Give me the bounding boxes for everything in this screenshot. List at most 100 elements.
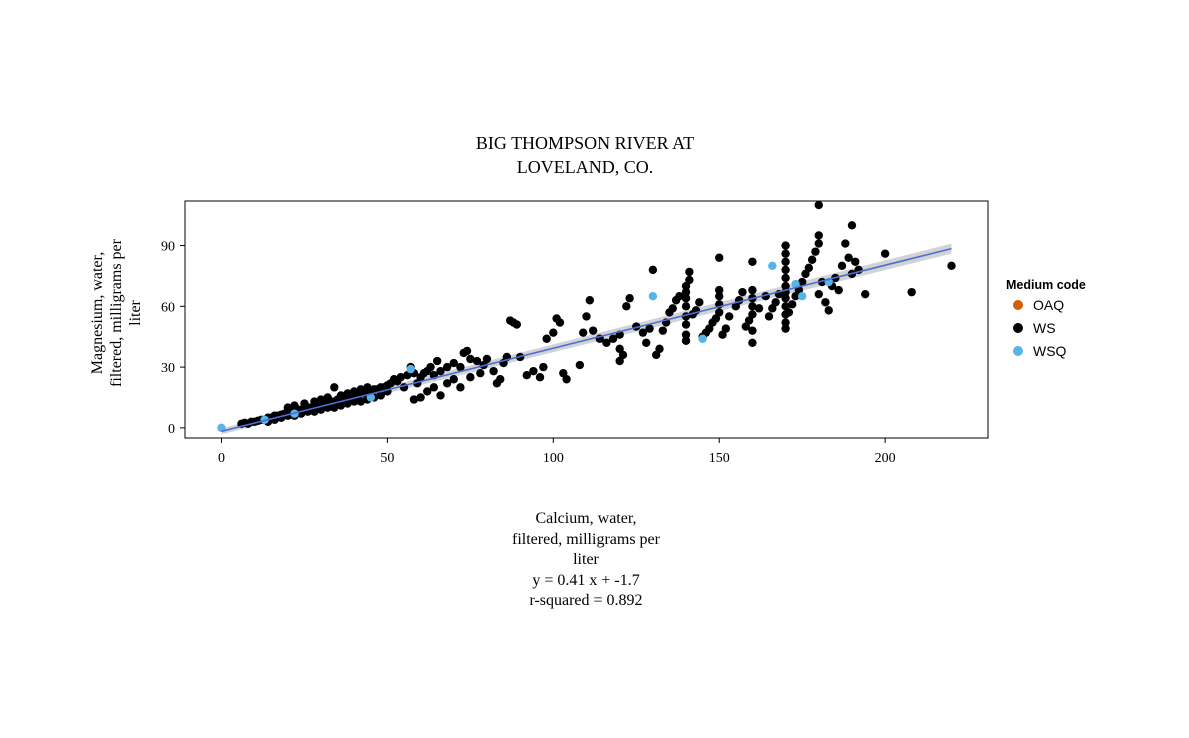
y-tick-label: 30 <box>161 361 175 376</box>
point-ws <box>685 267 694 277</box>
point-ws <box>834 285 843 295</box>
point-ws <box>645 324 654 333</box>
point-ws <box>310 397 319 406</box>
point-ws <box>754 304 764 313</box>
y-axis-label-line-2: filtered, milligrams per <box>108 238 125 387</box>
point-ws <box>724 312 734 321</box>
point-ws <box>290 401 299 410</box>
point-ws <box>436 366 445 376</box>
point-ws <box>655 344 664 354</box>
point-ws <box>449 358 458 368</box>
point-ws <box>323 393 332 402</box>
point-ws <box>482 354 492 364</box>
y-tick-label: 0 <box>168 422 175 437</box>
point-ws <box>618 350 628 360</box>
point-wsq <box>797 292 807 301</box>
point-ws <box>807 255 817 264</box>
point-ws <box>784 308 794 317</box>
legend-label-wsq: WSQ <box>1033 343 1067 359</box>
point-ws <box>456 362 465 372</box>
point-ws <box>715 253 724 262</box>
point-ws <box>841 239 850 248</box>
y-tick-label: 60 <box>161 300 175 315</box>
point-ws <box>668 304 677 313</box>
legend-swatch-ws <box>1013 323 1023 333</box>
point-ws <box>821 298 830 307</box>
point-wsq <box>768 261 777 271</box>
point-ws <box>658 326 668 335</box>
legend-title: Medium code <box>1006 278 1086 292</box>
point-ws <box>456 383 465 392</box>
point-ws <box>356 397 366 406</box>
point-ws <box>426 362 435 372</box>
regression-line <box>221 247 952 433</box>
point-ws <box>695 298 704 307</box>
x-axis-label-line-1: Calcium, water, <box>535 510 636 527</box>
x-tick-label: 150 <box>709 451 730 466</box>
point-ws <box>363 383 372 392</box>
point-ws <box>350 387 359 396</box>
point-ws <box>300 399 309 408</box>
point-ws <box>824 306 833 315</box>
legend-swatch-oaq <box>1013 300 1023 310</box>
x-axis-label-line-2: filtered, milligrams per <box>512 531 661 548</box>
point-ws <box>330 383 339 392</box>
point-ws <box>861 289 870 299</box>
point-ws <box>685 275 694 285</box>
point-ws <box>409 395 419 404</box>
point-ws <box>535 373 545 382</box>
chart-title-line-1: BIG THOMPSON RIVER AT <box>476 133 694 153</box>
point-ws <box>781 249 790 258</box>
plot-area <box>184 200 989 439</box>
point-ws <box>466 373 475 382</box>
point-ws <box>781 265 790 275</box>
point-ws <box>625 294 634 303</box>
point-ws <box>496 375 505 384</box>
point-ws <box>804 263 814 273</box>
y-axis-label-line-1: Magnesium, water, <box>89 252 106 374</box>
point-ws <box>748 310 757 319</box>
plot-frame <box>184 200 989 439</box>
point-ws <box>608 334 618 343</box>
x-tick-label: 0 <box>218 451 225 466</box>
chart-title-line-2: LOVELAND, CO. <box>517 157 654 177</box>
point-ws <box>489 366 498 376</box>
point-ws <box>781 281 790 291</box>
point-ws <box>781 241 790 250</box>
point-ws <box>781 257 790 266</box>
point-ws <box>851 257 860 266</box>
point-ws <box>675 292 684 301</box>
point-ws <box>681 287 691 297</box>
point-ws <box>336 391 346 400</box>
point-ws <box>748 326 757 335</box>
point-ws <box>376 391 385 400</box>
point-ws <box>436 391 445 400</box>
legend-label-ws: WS <box>1033 320 1056 336</box>
point-ws <box>748 302 757 311</box>
point-ws <box>476 368 485 378</box>
point-ws <box>316 395 326 404</box>
point-ws <box>622 302 631 311</box>
point-ws <box>880 249 890 258</box>
point-ws <box>423 387 432 396</box>
point-ws <box>466 354 475 364</box>
point-ws <box>588 326 598 335</box>
point-ws <box>947 261 956 271</box>
series-ws <box>237 200 956 429</box>
point-ws <box>442 362 452 372</box>
point-ws <box>638 328 648 337</box>
points-layer <box>217 200 956 433</box>
point-ws <box>642 338 651 347</box>
point-ws <box>549 328 558 337</box>
legend: Medium code OAQ WS WSQ <box>1006 278 1086 359</box>
point-ws <box>771 298 780 307</box>
point-ws <box>748 285 757 295</box>
point-ws <box>814 200 823 210</box>
r-squared-label: r-squared = 0.892 <box>529 592 642 609</box>
point-ws <box>283 403 293 412</box>
point-ws <box>602 338 611 347</box>
point-ws <box>847 221 857 230</box>
point-ws <box>681 320 691 329</box>
point-wsq <box>648 292 658 301</box>
point-ws <box>648 265 658 275</box>
